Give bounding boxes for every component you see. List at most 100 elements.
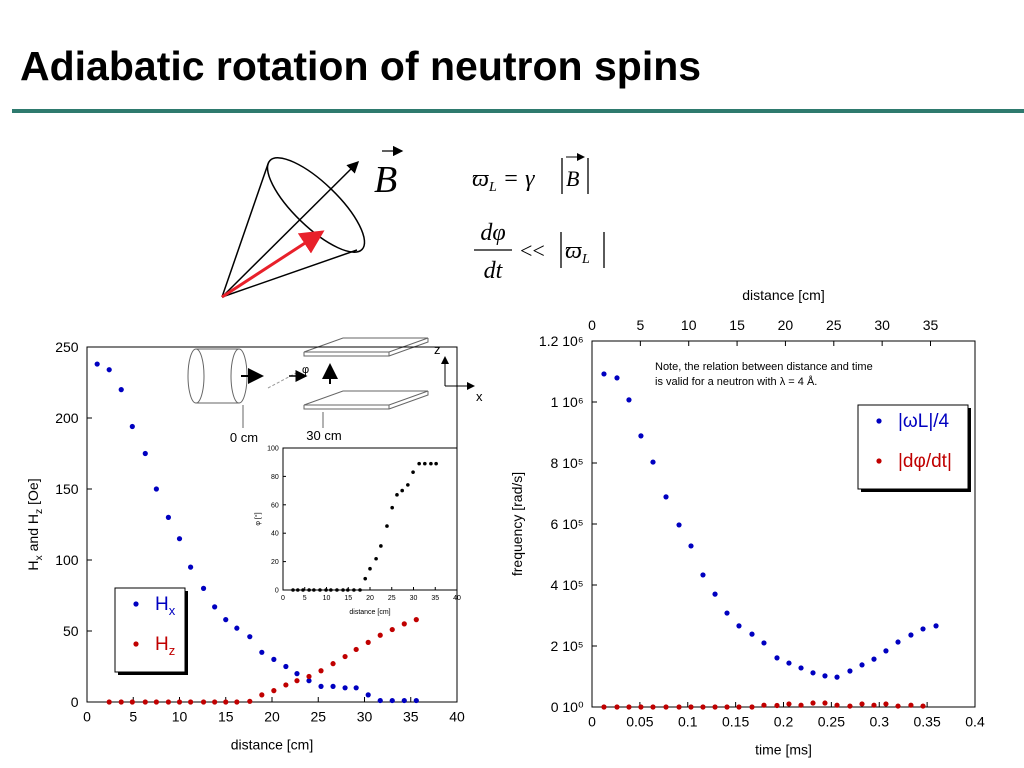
x2-axis-title: distance [cm] (742, 287, 824, 303)
data-point (129, 423, 135, 430)
x-tick-label: 0.25 (818, 714, 845, 730)
data-point (834, 702, 840, 708)
x-tick-label: 40 (453, 595, 461, 602)
y-tick-label: 1 10⁶ (551, 394, 584, 410)
data-point (822, 700, 828, 706)
formula-part: << (520, 238, 545, 263)
data-point (385, 524, 389, 528)
y-tick-label: 80 (271, 474, 279, 481)
data-point (638, 704, 644, 710)
data-point (663, 704, 669, 710)
position-label: 0 cm (230, 430, 258, 445)
x-tick-label: 20 (264, 709, 280, 725)
data-point (774, 655, 780, 661)
x-tick-label: 5 (303, 595, 307, 602)
data-point (688, 704, 694, 710)
x-axis-title: time [ms] (755, 742, 812, 758)
data-point (688, 543, 694, 549)
data-point (847, 668, 853, 674)
y-tick-label: 0 10⁰ (551, 699, 584, 715)
legend-marker (133, 601, 139, 607)
data-point (601, 371, 607, 377)
data-point (330, 683, 336, 689)
y-axis-title: Hx and Hz [Oe] (25, 478, 45, 570)
x-tick-label: 0.05 (626, 714, 653, 730)
legend-marker (876, 458, 882, 464)
data-point (413, 697, 419, 704)
formula: ϖL = γ (472, 166, 535, 195)
data-point (294, 678, 300, 684)
data-point (712, 704, 718, 710)
x-tick-label: 15 (344, 595, 352, 602)
data-point (417, 461, 421, 466)
data-point (871, 702, 877, 708)
plot-frame (591, 340, 976, 708)
data-point (283, 663, 289, 670)
x2-tick-label: 10 (681, 317, 697, 333)
data-point (153, 699, 159, 705)
data-point (374, 556, 378, 561)
legend-label: |dφ/dt| (898, 451, 952, 472)
data-point (786, 660, 792, 666)
data-point (353, 646, 359, 653)
data-point (307, 588, 311, 592)
data-point (663, 494, 669, 500)
data-point (271, 656, 277, 663)
x-tick-label: 30 (410, 595, 418, 602)
data-point (626, 704, 632, 710)
legend-marker (876, 418, 882, 424)
data-point (312, 588, 316, 592)
data-point (895, 703, 901, 709)
data-point (736, 623, 742, 629)
data-point (165, 699, 171, 705)
data-point (330, 661, 336, 667)
legend-label: Hx (155, 594, 176, 618)
data-point (749, 704, 755, 710)
formula-part: ϖ (565, 238, 582, 264)
data-point (810, 670, 816, 676)
data-point (223, 617, 229, 623)
data-point (798, 702, 804, 708)
data-point (411, 470, 415, 474)
data-point (810, 700, 816, 706)
data-point (920, 703, 926, 709)
data-point (761, 640, 767, 646)
data-point (859, 662, 865, 668)
y-tick-label: 150 (55, 481, 79, 497)
axis-label: z (434, 342, 441, 357)
y-axis-title-part: H (25, 560, 41, 570)
data-point (700, 704, 706, 710)
data-point (676, 704, 682, 710)
x-axis-title: distance [cm] (231, 737, 313, 753)
data-point (895, 639, 901, 645)
data-point (908, 632, 914, 638)
x-tick-label: 15 (218, 709, 234, 725)
data-point (883, 701, 889, 707)
data-point (614, 375, 620, 381)
x-tick-label: 0.1 (678, 714, 698, 730)
data-point (676, 522, 682, 528)
formula-part: dφ (480, 220, 505, 246)
data-point (129, 699, 135, 705)
y-tick-label: 1.2 10⁶ (539, 333, 584, 349)
data-point (774, 702, 780, 709)
data-point (234, 625, 240, 631)
y-tick-label: 40 (271, 531, 279, 538)
data-point (301, 588, 305, 592)
data-point (650, 459, 656, 465)
data-point (234, 699, 240, 705)
angle-label: φ (302, 364, 309, 376)
data-point (798, 665, 804, 671)
data-point (342, 653, 348, 660)
data-point (94, 361, 100, 367)
y-tick-label: 100 (55, 552, 79, 568)
x-tick-label: 0.35 (914, 714, 941, 730)
data-point (200, 699, 207, 705)
data-point (761, 702, 767, 708)
data-point (365, 639, 371, 645)
x-tick-label: 25 (310, 709, 326, 725)
data-point (142, 450, 148, 457)
x-tick-label: 0 (588, 714, 596, 730)
x-tick-label: 30 (357, 709, 373, 725)
y-axis-title-part: x (33, 554, 45, 560)
